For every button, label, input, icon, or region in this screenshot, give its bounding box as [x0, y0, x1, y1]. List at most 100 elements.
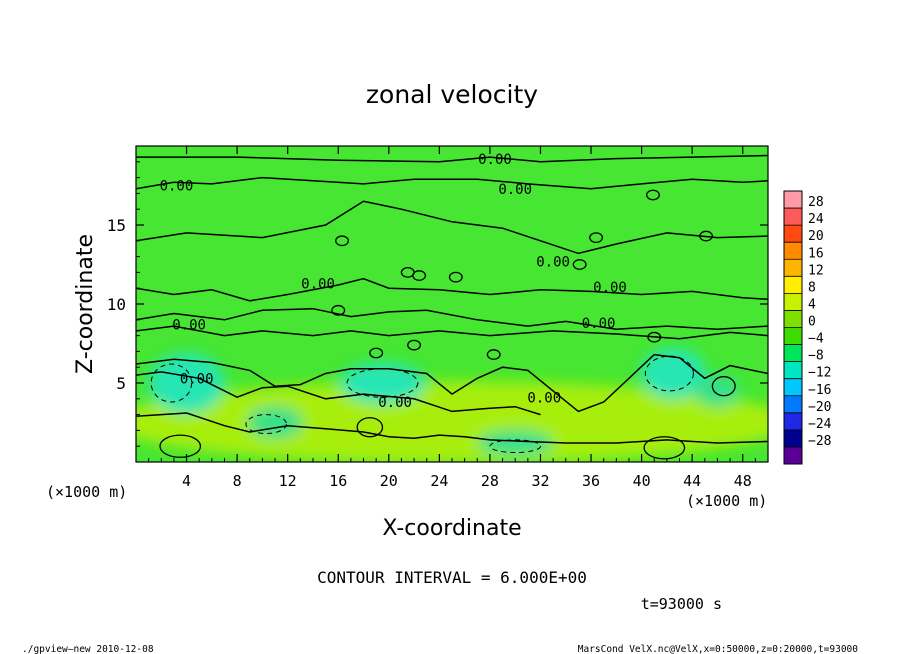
colorbar-label: −20 — [808, 400, 831, 415]
field-patch — [640, 348, 707, 399]
field-patch — [477, 430, 554, 456]
colorbar-label: 0 — [808, 315, 816, 330]
contour-loop — [699, 230, 714, 242]
colorbar-label: −24 — [808, 417, 832, 432]
colorbar-label: −4 — [808, 332, 824, 347]
contour-loop — [711, 376, 736, 397]
contour-line — [136, 371, 541, 416]
contour-loop — [643, 436, 686, 460]
contour-loop — [335, 235, 350, 247]
contour-loop — [159, 434, 202, 458]
x-tick-label: 8 — [233, 472, 242, 490]
field-patch — [136, 381, 768, 462]
x-tick-label: 44 — [683, 472, 701, 490]
x-unit-label-right: (×1000 m) — [686, 492, 767, 510]
colorbar-label: 20 — [808, 229, 824, 244]
contour-labels: 0.00 0.00 0.00 0.00 0.00 0.00 0.00 0.00 0.00 0.00… — [160, 152, 627, 411]
footer-right: MarsCond_VelX.nc@VelX,x=0:50000,z=0:2000… — [578, 644, 859, 654]
colorbar-label: −16 — [808, 383, 831, 398]
contour-line — [136, 412, 768, 444]
colorbar-swatch — [784, 225, 802, 243]
field-patch — [247, 406, 303, 439]
colorbar-label: −12 — [808, 366, 831, 381]
contour-label: 0.00 — [172, 318, 206, 334]
y-axis-label: Z-coordinate — [73, 234, 98, 374]
contour-label: 0.00 — [536, 255, 570, 271]
contour-label: 0.00 — [378, 395, 412, 411]
contour-line — [136, 307, 768, 331]
y-tick-label: 10 — [107, 295, 126, 314]
colorbar-label: 12 — [808, 263, 824, 278]
field-patch — [148, 352, 225, 414]
contour-line — [136, 200, 768, 255]
contour-label: 0.00 — [478, 152, 512, 168]
contour-loop — [356, 417, 384, 438]
x-tick-label: 12 — [279, 472, 297, 490]
x-axis: 4 8 12 16 20 24 28 32 36 40 44 48 — [148, 146, 756, 490]
contour-loop — [646, 189, 660, 201]
contour-loop — [572, 259, 587, 270]
contour-lines — [136, 154, 768, 460]
y-tick-label: 15 — [107, 216, 126, 235]
contour-loop — [647, 331, 662, 343]
contour-label: 0.00 — [301, 277, 335, 293]
contour-loop-negative — [489, 439, 541, 454]
colorbar-swatch — [784, 242, 802, 260]
contour-line — [136, 325, 768, 340]
x-tick-label: 48 — [734, 472, 752, 490]
contour-label: 0.00 — [180, 371, 214, 387]
contour-loop — [486, 349, 501, 360]
contour-loop — [412, 270, 427, 281]
chart-title: zonal velocity — [366, 80, 538, 109]
colorbar-label: 28 — [808, 195, 824, 210]
contour-loop-negative — [644, 355, 694, 392]
colorbar-swatch — [784, 208, 802, 226]
contour-loop — [331, 304, 346, 316]
colorbar-label: 16 — [808, 246, 824, 261]
colorbar-swatch — [784, 293, 802, 311]
colorbar-swatch — [784, 310, 802, 328]
time-text: t=93000 s — [641, 595, 722, 613]
colorbar-label: −8 — [808, 349, 824, 364]
colorbar-swatch — [784, 446, 802, 465]
contour-line — [136, 154, 768, 163]
colorbar-swatch — [784, 378, 802, 397]
colorbar-swatch — [784, 429, 802, 448]
colorbar-label: 24 — [808, 212, 824, 227]
colorbar-swatch — [784, 259, 802, 277]
colorbar-swatch — [784, 191, 802, 209]
colorbar-swatch — [784, 276, 802, 294]
contour-label: 0.00 — [582, 316, 616, 332]
contour-line — [136, 353, 768, 413]
field-patch — [694, 375, 741, 407]
contour-interval-text: CONTOUR INTERVAL = 6.000E+00 — [317, 568, 587, 587]
contour-loop-negative — [346, 368, 419, 398]
colorbar-label: 8 — [808, 280, 816, 295]
contour-line — [136, 277, 768, 302]
velocity-field — [136, 348, 768, 462]
x-tick-label: 4 — [182, 472, 191, 490]
colorbar-swatch — [784, 412, 802, 431]
colorbar: 28 24 20 16 12 8 4 0 −4 −8 −12 −16 −20 −24 −28 — [783, 190, 832, 465]
field-patch — [339, 362, 426, 404]
contour-label: 0.00 — [498, 182, 532, 198]
contour-line — [136, 176, 768, 190]
contour-loop — [589, 232, 604, 244]
contour-loop — [448, 271, 463, 283]
colorbar-swatch — [784, 395, 802, 414]
y-axis: 5 10 15 — [107, 161, 768, 447]
contour-loop — [369, 347, 384, 359]
x-tick-label: 40 — [633, 472, 651, 490]
x-tick-label: 36 — [582, 472, 600, 490]
colorbar-swatch — [784, 327, 802, 346]
colorbar-label: −28 — [808, 434, 831, 449]
x-tick-label: 28 — [481, 472, 499, 490]
colorbar-label: 4 — [808, 297, 816, 312]
contour-label: 0.00 — [593, 280, 627, 296]
x-tick-label: 32 — [531, 472, 549, 490]
x-axis-label: X-coordinate — [382, 516, 521, 541]
colorbar-swatch — [784, 361, 802, 380]
contour-label: 0.00 — [527, 390, 561, 406]
contour-loop-negative — [245, 414, 287, 435]
x-unit-label-left: (×1000 m) — [46, 483, 127, 501]
